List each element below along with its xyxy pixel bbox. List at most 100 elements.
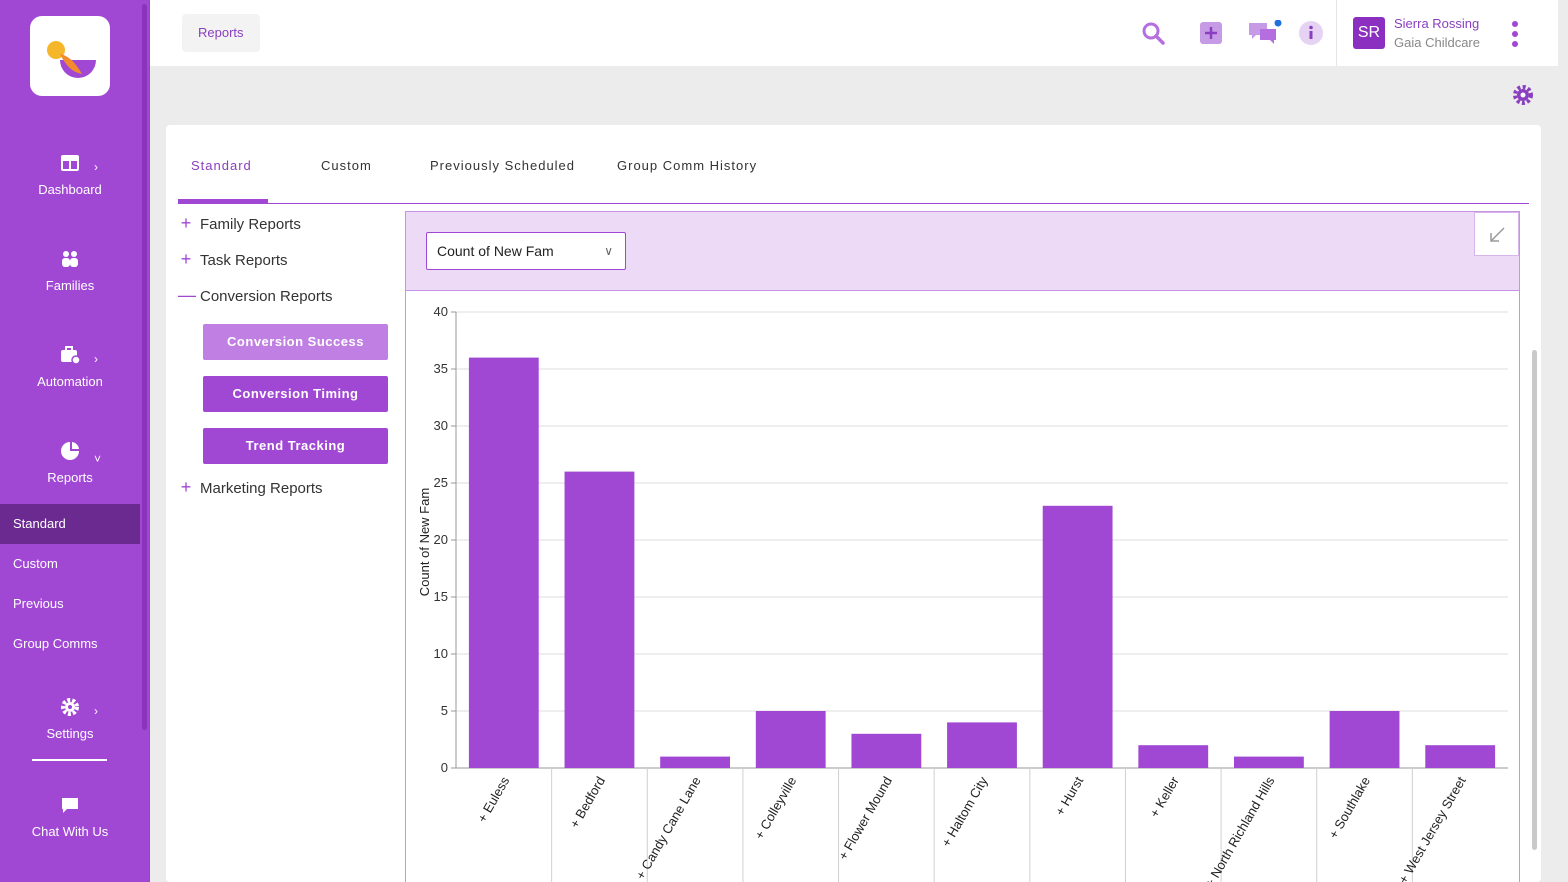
tree-label: Conversion Reports [200, 288, 333, 305]
x-tick-label: + Colleyville [751, 774, 799, 842]
chevron-down-icon: ∨ [604, 244, 613, 258]
bar [1042, 505, 1113, 768]
chat-icon [62, 798, 78, 813]
chevron-down-icon: ˅ [94, 452, 102, 466]
tab-underline [178, 203, 1529, 204]
y-tick-label: 15 [434, 589, 448, 604]
gear-icon [61, 698, 79, 716]
metric-select[interactable]: Count of New Fam ∨ [426, 232, 626, 270]
x-tick-label: + Bedford [567, 774, 608, 831]
sidebar-item-reports[interactable]: Reports ˅ [0, 440, 140, 485]
sidebar-item-dashboard[interactable]: Dashboard › [0, 152, 140, 197]
avatar[interactable]: SR [1353, 17, 1385, 49]
sidebar: Dashboard › Families Automation › Report… [0, 0, 150, 882]
conversion-timing-button[interactable]: Conversion Timing [203, 376, 388, 412]
y-axis-label: Count of New Fam [417, 488, 432, 596]
bar [1425, 745, 1496, 768]
bar [1329, 711, 1400, 768]
chart-header: Count of New Fam ∨ [406, 212, 1519, 291]
x-tick-label: + Candy Cane Lane [633, 774, 704, 882]
tree-label: Marketing Reports [200, 480, 323, 497]
chevron-right-icon: › [94, 704, 98, 718]
info-icon[interactable] [1298, 20, 1324, 46]
tree-family-reports[interactable]: + Family Reports [178, 213, 301, 234]
bar [755, 711, 826, 768]
tree-label: Task Reports [200, 252, 288, 269]
sidebar-scrollbar[interactable] [142, 4, 147, 730]
tab-custom[interactable]: Custom [321, 158, 372, 173]
conversion-success-button[interactable]: Conversion Success [203, 324, 388, 360]
sidebar-item-label: Automation [37, 374, 103, 389]
y-tick-label: 20 [434, 532, 448, 547]
settings-gear-icon[interactable] [1512, 84, 1534, 106]
sidebar-item-chat[interactable]: Chat With Us [0, 794, 140, 839]
bar [947, 722, 1017, 768]
reports-icon [61, 442, 79, 460]
app-logo[interactable] [30, 16, 110, 96]
y-tick-label: 25 [434, 475, 448, 490]
bar [851, 733, 922, 768]
sidebar-item-label: Families [45, 278, 95, 293]
collapse-chart-button[interactable] [1474, 212, 1519, 256]
messages-icon[interactable] [1248, 20, 1282, 46]
x-tick-label: + Flower Mound [835, 774, 895, 863]
active-tab-indicator [178, 199, 268, 203]
x-tick-label: + North Richland Hills [1202, 774, 1278, 882]
y-tick-label: 10 [434, 646, 448, 661]
sidebar-item-label: Reports [47, 470, 93, 485]
user-organization: Gaia Childcare [1394, 35, 1480, 50]
reports-card: Standard Custom Previously Scheduled Gro… [166, 125, 1541, 882]
search-icon[interactable] [1140, 20, 1166, 46]
plus-icon: + [180, 249, 192, 269]
x-tick-label: + Euless [474, 774, 512, 825]
sidebar-item-automation[interactable]: Automation › [0, 344, 140, 389]
chart-panel: Count of New Fam ∨ 0 5 10 15 20 25 30 35 40 Count… [405, 211, 1520, 882]
sidebar-subitem-custom[interactable]: Custom [13, 556, 58, 571]
collapse-icon [1490, 227, 1505, 242]
bar [1234, 756, 1304, 768]
plus-icon: + [180, 213, 192, 233]
sidebar-item-families[interactable]: Families [0, 248, 140, 293]
y-tick-label: 30 [434, 418, 448, 433]
sidebar-item-settings[interactable]: Settings › [0, 696, 140, 741]
chevron-right-icon: › [94, 352, 98, 366]
tree-task-reports[interactable]: + Task Reports [178, 249, 288, 270]
automation-icon [61, 346, 81, 365]
x-tick-label: + West Jersey Street [1395, 774, 1469, 882]
top-bar: Reports SR Sierra Rossing Gaia Childcare [150, 0, 1558, 66]
page-scrollbar[interactable] [1532, 350, 1537, 850]
y-tick-label: 40 [434, 304, 448, 319]
bar [564, 471, 635, 768]
tree-conversion-reports[interactable]: — Conversion Reports [178, 285, 333, 306]
sidebar-subitem-group-comms[interactable]: Group Comms [13, 636, 98, 651]
tree-marketing-reports[interactable]: + Marketing Reports [178, 477, 323, 498]
tree-label: Family Reports [200, 216, 301, 233]
more-options-icon[interactable] [1510, 20, 1520, 48]
x-tick-label: + Southlake [1326, 774, 1374, 841]
sidebar-item-label: Chat With Us [31, 824, 109, 839]
y-tick-label: 35 [434, 361, 448, 376]
sidebar-item-label: Dashboard [38, 182, 102, 197]
y-tick-label: 5 [441, 703, 448, 718]
x-tick-label: + Haltom City [938, 774, 990, 850]
tab-standard[interactable]: Standard [191, 158, 252, 173]
trend-tracking-button[interactable]: Trend Tracking [203, 428, 388, 464]
sidebar-subitem-standard[interactable]: Standard [0, 504, 140, 544]
sidebar-item-label: Settings [46, 726, 94, 741]
header-divider [1336, 0, 1337, 66]
metric-select-value: Count of New Fam [437, 243, 554, 259]
settings-underline [32, 759, 107, 761]
breadcrumb[interactable]: Reports [182, 14, 260, 52]
bar [660, 756, 730, 768]
add-icon[interactable] [1198, 20, 1224, 46]
bar-chart: 0 5 10 15 20 25 30 35 40 Count of New Fam + Euless… [417, 304, 1508, 882]
user-name[interactable]: Sierra Rossing [1394, 16, 1480, 31]
tab-previously-scheduled[interactable]: Previously Scheduled [430, 158, 576, 173]
minus-icon: — [178, 285, 196, 305]
chevron-right-icon: › [94, 160, 98, 174]
sidebar-subitem-previous[interactable]: Previous [13, 596, 64, 611]
tab-group-comm-history[interactable]: Group Comm History [617, 158, 758, 173]
x-tick-label: + Keller [1147, 773, 1183, 820]
bar [468, 357, 539, 768]
plus-icon: + [180, 477, 192, 497]
